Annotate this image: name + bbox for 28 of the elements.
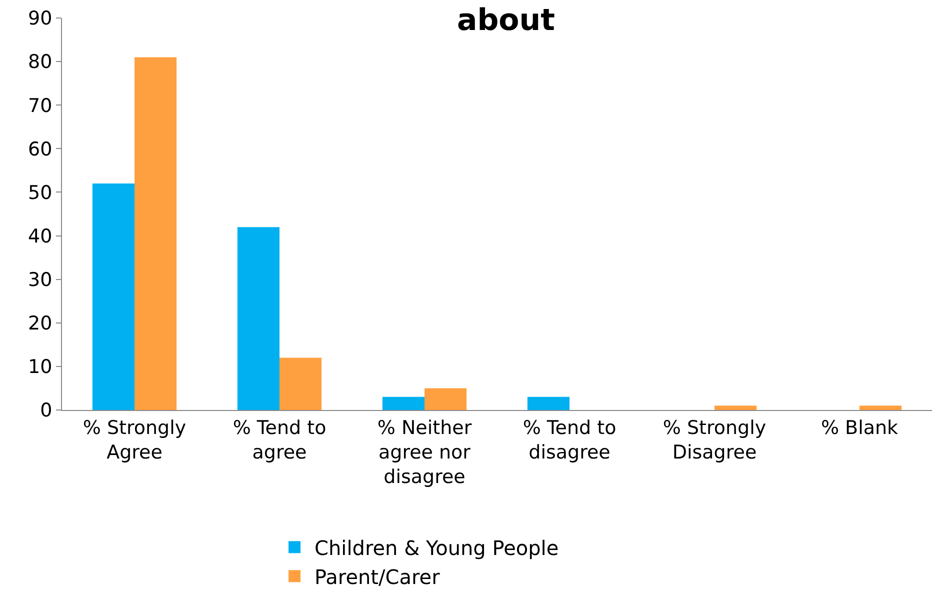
legend-label: Parent/Carer [314, 564, 441, 589]
y-tick-label: 60 [28, 138, 52, 160]
y-tick-label: 40 [28, 225, 52, 248]
y-tick-label: 30 [28, 268, 52, 291]
x-tick-label: % Blank [820, 416, 898, 439]
x-tick-label: % Tend to disagree [522, 416, 616, 464]
y-tick-label: 70 [28, 94, 52, 117]
bar [92, 184, 134, 410]
x-tick-label: % Neither agree nor disagree [377, 416, 472, 488]
y-tick-label: 0 [40, 400, 52, 422]
y-tick-label: 20 [28, 312, 52, 335]
bar [860, 406, 902, 410]
y-tick-label: 80 [28, 51, 52, 74]
y-tick-label: 10 [28, 356, 52, 378]
x-tick-label: % Tend to agree [232, 416, 326, 464]
bar [237, 227, 280, 410]
bar [424, 388, 467, 410]
y-tick-label: 90 [28, 8, 52, 30]
bar [382, 396, 424, 410]
bar [714, 406, 757, 410]
chart-title: about [456, 3, 555, 38]
bar [134, 57, 177, 410]
bar [280, 358, 322, 410]
bar [527, 396, 570, 410]
x-tick-label: % Strongly Agree [82, 416, 186, 464]
y-tick-label: 50 [28, 182, 52, 204]
x-tick-label: % Strongly Disagree [662, 416, 766, 464]
legend-label: Children & Young People [314, 536, 559, 560]
